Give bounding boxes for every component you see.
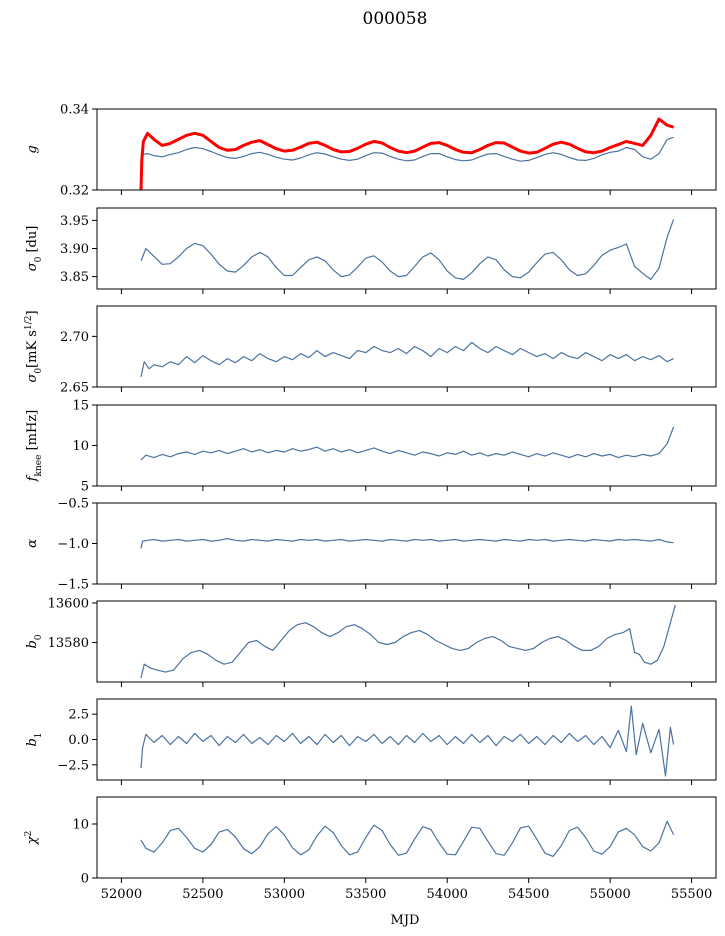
y-tick-label-sigma0: 3.85: [60, 270, 89, 285]
y-axis-label-alpha: α: [25, 539, 40, 548]
series-line-g-red: [139, 117, 675, 190]
y-axis-label-part: 0: [34, 256, 44, 262]
x-tick-label: 54000: [427, 887, 468, 902]
y-tick-label-fknee: 5: [81, 480, 89, 495]
panel-sigma0_mk: 2.65 2.70 σ0[mK s1/2]: [24, 305, 717, 396]
y-axis-label-part: 1/2: [24, 316, 34, 330]
axes-frame-g: [96, 108, 717, 191]
y-axis-label-part: ]: [25, 310, 40, 315]
y-axis-label-chi2: χ2: [24, 831, 40, 846]
y-axis-label-part: b: [25, 738, 40, 746]
y-axis-label-part: 2: [24, 831, 34, 837]
y-axis-label-part: 1: [34, 732, 44, 738]
x-tick-label: 52000: [101, 887, 142, 902]
y-tick-label-chi2: 0: [81, 872, 89, 887]
series-line-sigma0_mk-blue: [140, 341, 674, 378]
y-tick-label-fknee: 15: [72, 399, 89, 414]
y-axis-label-part: σ: [25, 261, 40, 271]
panel-chi2: 0 10 52000 52500 53000 53500 54000 54500 55000 55…: [24, 796, 717, 902]
y-axis-label-fknee: fknee [mHz]: [25, 410, 44, 483]
y-tick-label-sigma0: 3.95: [60, 214, 89, 229]
x-tick-label: 54500: [508, 887, 549, 902]
y-axis-label-sigma0: σ0 [du]: [25, 226, 44, 272]
y-axis-label-sigma0_mk: σ0[mK s1/2]: [24, 310, 44, 382]
axes-frame-b0: [96, 600, 717, 683]
series-line-chi2-blue: [140, 820, 675, 858]
series-line-b1-blue: [140, 705, 675, 777]
y-tick-label-b1: 2.5: [68, 708, 89, 723]
y-axis-label-part: χ: [25, 835, 40, 845]
panel-sigma0: 3.85 3.90 3.95 σ0 [du]: [25, 207, 717, 294]
y-tick-label-sigma0_mk: 2.70: [60, 330, 89, 345]
y-axis-label-part: g: [25, 145, 40, 153]
y-tick-label-b1: 0.0: [68, 733, 89, 748]
y-tick-label-b1: −2.5: [57, 758, 89, 773]
y-axis-label-b1: b1: [25, 732, 44, 746]
y-axis-label-part: [mK s: [25, 330, 40, 368]
series-line-alpha-blue: [140, 537, 674, 549]
y-tick-label-b0: 13600: [48, 596, 89, 611]
y-tick-label-g: 0.34: [60, 103, 89, 118]
x-tick-label: 53500: [345, 887, 386, 902]
y-tick-label-alpha: −1.5: [57, 578, 89, 593]
panel-b0: 13580 13600 b0: [25, 596, 717, 687]
y-tick-label-g: 0.32: [60, 184, 89, 199]
series-line-fknee-blue: [140, 426, 675, 461]
panel-g: 0.32 0.34 g: [25, 103, 717, 199]
y-axis-label-part: 0: [34, 368, 44, 374]
y-axis-label-part: 0: [34, 634, 44, 640]
x-tick-label: 55500: [671, 887, 712, 902]
x-tick-label: 55000: [589, 887, 630, 902]
y-tick-label-alpha: −1.0: [57, 537, 89, 552]
y-tick-label-sigma0: 3.90: [60, 242, 89, 257]
y-axis-label-b0: b0: [25, 634, 44, 648]
y-tick-label-b0: 13580: [48, 636, 89, 651]
y-axis-label-part: f: [25, 474, 40, 482]
y-axis-label-part: b: [25, 640, 40, 648]
y-axis-label-part: [du]: [25, 226, 40, 257]
y-tick-label-alpha: −0.5: [57, 497, 89, 512]
x-axis-label: MJD: [391, 913, 420, 928]
y-tick-label-chi2: 10: [72, 818, 89, 833]
y-tick-label-sigma0_mk: 2.65: [60, 381, 89, 396]
y-axis-label-part: α: [25, 539, 40, 548]
y-axis-label-part: [mHz]: [25, 410, 40, 455]
x-tick-label: 53000: [264, 887, 305, 902]
panel-fknee: 5 10 15 fknee [mHz]: [25, 399, 717, 495]
panel-alpha: −1.5 −1.0 −0.5 α: [25, 497, 717, 593]
series-line-g-blue: [140, 136, 674, 164]
axes-frame-chi2: [96, 796, 717, 879]
series-line-sigma0-blue: [140, 219, 675, 280]
y-axis-label-part: knee: [34, 455, 44, 477]
series-line-b0-blue: [140, 604, 676, 679]
y-tick-label-fknee: 10: [72, 439, 89, 454]
axes-frame-sigma0_mk: [96, 305, 717, 388]
y-axis-label-part: σ: [25, 373, 40, 383]
x-tick-label: 52500: [182, 887, 223, 902]
y-axis-label-g: g: [25, 145, 40, 153]
figure-title: 000058: [363, 9, 428, 29]
panel-b1: −2.5 0.0 2.5 b1: [25, 698, 717, 785]
